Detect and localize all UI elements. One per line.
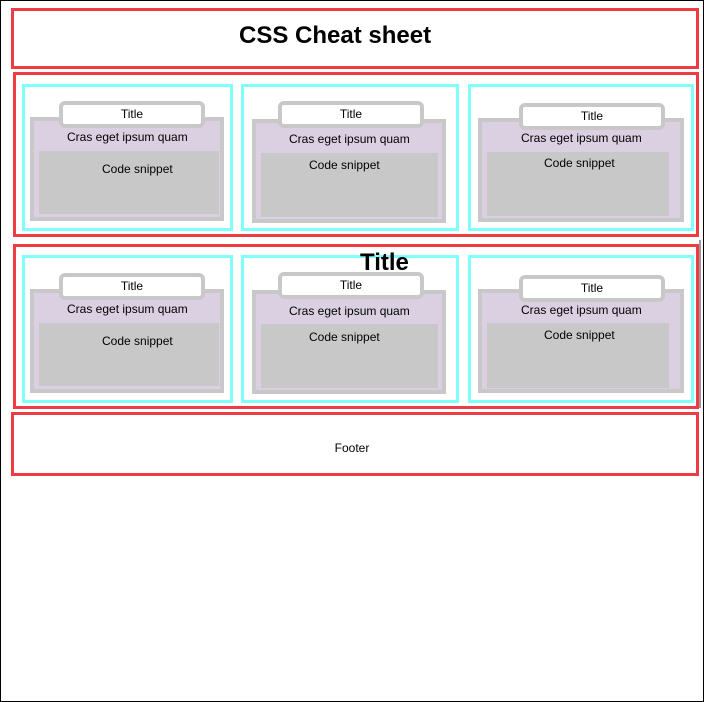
card-title-tab: Title	[519, 103, 665, 130]
cell-frame	[241, 84, 459, 231]
card-title-tab: Title	[278, 272, 424, 299]
card-description: Cras eget ipsum quam	[289, 304, 410, 318]
code-snippet-label: Code snippet	[309, 158, 380, 172]
card-title-tab: Title	[59, 101, 205, 128]
cell-frame	[468, 84, 694, 231]
card-title: Title	[339, 107, 363, 121]
row-divider-line	[699, 240, 701, 408]
code-snippet-label: Code snippet	[102, 334, 173, 348]
cell-frame	[22, 84, 233, 231]
card-title-tab: Title	[519, 275, 665, 302]
code-snippet-area	[487, 152, 669, 216]
card-description: Cras eget ipsum quam	[521, 303, 642, 317]
header-box	[11, 8, 699, 69]
card-description: Cras eget ipsum quam	[521, 131, 642, 145]
card-title: Title	[580, 109, 604, 123]
code-snippet-label: Code snippet	[309, 330, 380, 344]
card-title: Title	[339, 278, 363, 292]
card-row-2	[13, 244, 699, 409]
card-title: Title	[120, 107, 144, 121]
code-snippet-area	[261, 153, 438, 217]
code-snippet-area	[487, 323, 669, 388]
card-title-tab: Title	[278, 101, 424, 128]
code-snippet-area	[39, 151, 219, 214]
footer-text: Footer	[334, 441, 370, 455]
page-title: CSS Cheat sheet	[239, 22, 432, 49]
card-title: Title	[120, 279, 144, 293]
code-snippet-label: Code snippet	[544, 156, 615, 170]
card-description: Cras eget ipsum quam	[67, 302, 188, 316]
code-snippet-area	[39, 323, 219, 386]
cell-frame	[241, 255, 459, 403]
card-description: Cras eget ipsum quam	[289, 132, 410, 146]
footer-box	[11, 412, 699, 476]
card-title-tab: Title	[59, 273, 205, 300]
cell-frame	[22, 255, 233, 403]
card-description: Cras eget ipsum quam	[67, 130, 188, 144]
card-row-1	[13, 72, 699, 237]
code-snippet-area	[261, 324, 438, 388]
code-snippet-label: Code snippet	[102, 162, 173, 176]
code-snippet-label: Code snippet	[544, 328, 615, 342]
section-title: Title	[360, 249, 409, 276]
card-title: Title	[580, 281, 604, 295]
cell-frame	[468, 255, 694, 403]
